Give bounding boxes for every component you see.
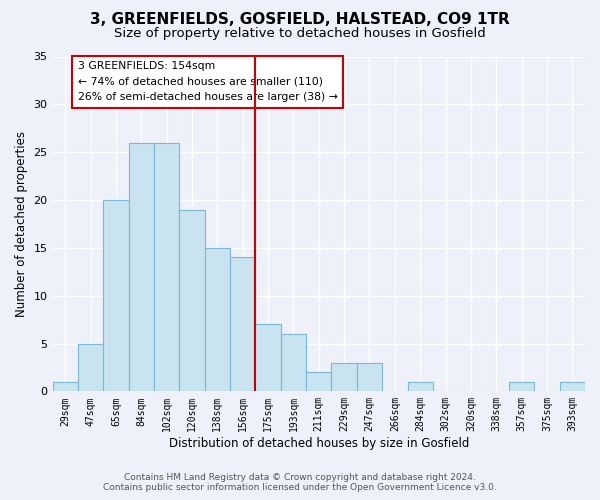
Text: 3, GREENFIELDS, GOSFIELD, HALSTEAD, CO9 1TR: 3, GREENFIELDS, GOSFIELD, HALSTEAD, CO9 … [90, 12, 510, 28]
Text: Contains HM Land Registry data © Crown copyright and database right 2024.
Contai: Contains HM Land Registry data © Crown c… [103, 473, 497, 492]
Text: 3 GREENFIELDS: 154sqm
← 74% of detached houses are smaller (110)
26% of semi-det: 3 GREENFIELDS: 154sqm ← 74% of detached … [78, 62, 338, 102]
X-axis label: Distribution of detached houses by size in Gosfield: Distribution of detached houses by size … [169, 437, 469, 450]
Bar [357, 362, 382, 392]
Bar [53, 382, 78, 392]
Bar [306, 372, 331, 392]
Y-axis label: Number of detached properties: Number of detached properties [15, 131, 28, 317]
Bar [179, 210, 205, 392]
Bar [78, 344, 103, 392]
Bar [103, 200, 128, 392]
Bar [509, 382, 534, 392]
Bar [281, 334, 306, 392]
Text: Size of property relative to detached houses in Gosfield: Size of property relative to detached ho… [114, 28, 486, 40]
Bar [560, 382, 585, 392]
Bar [128, 142, 154, 392]
Bar [256, 324, 281, 392]
Bar [407, 382, 433, 392]
Bar [230, 258, 256, 392]
Bar [331, 362, 357, 392]
Bar [154, 142, 179, 392]
Bar [205, 248, 230, 392]
